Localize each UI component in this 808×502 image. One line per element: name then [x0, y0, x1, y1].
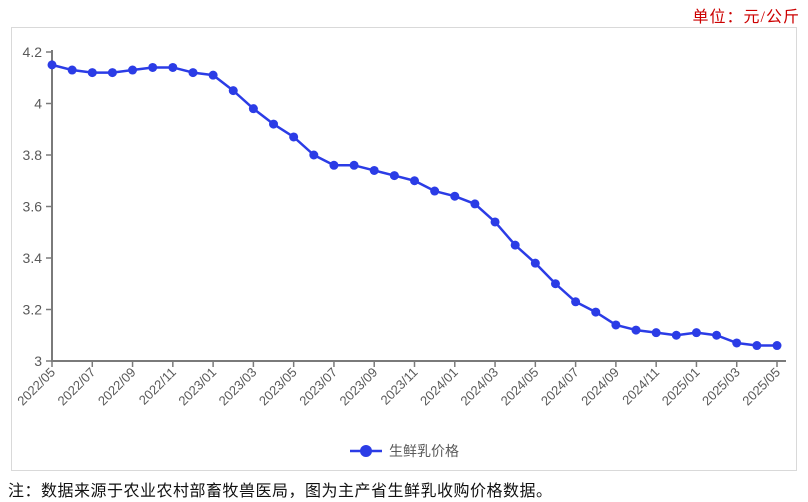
unit-label: 单位：元/公斤: [692, 9, 800, 26]
legend-label: 生鲜乳价格: [389, 443, 459, 459]
price-line-chart: 4.243.83.63.43.232022/052022/072022/0920…: [14, 44, 786, 409]
data-point[interactable]: 2023/12 3.66: [430, 186, 440, 196]
x-tick-label: 2023/09: [337, 365, 381, 409]
source-note: 注：数据来源于农业农村部畜牧兽医局，图为主产省生鲜乳收购价格数据。: [8, 483, 553, 500]
data-point[interactable]: 2023/07 3.76: [329, 160, 339, 170]
data-point[interactable]: 2022/11 4.14: [168, 62, 178, 72]
x-tick-label: 2023/11: [377, 365, 420, 408]
x-tick-label: 2025/05: [739, 365, 783, 409]
x-tick-label: 2023/05: [256, 365, 300, 409]
x-tick-label: 2023/03: [216, 365, 260, 409]
x-tick-label: 2022/11: [136, 365, 179, 408]
y-tick-label: 3.6: [23, 199, 43, 215]
legend[interactable]: 生鲜乳价格: [12, 441, 796, 461]
y-tick-label: 4: [34, 96, 42, 112]
data-point[interactable]: 2022/09 4.13: [128, 65, 138, 75]
x-tick-label: 2024/07: [538, 365, 582, 409]
x-tick-label: 2024/03: [457, 365, 501, 409]
data-point[interactable]: 2024/03 3.54: [490, 217, 500, 227]
data-point[interactable]: 2022/08 4.12: [107, 68, 117, 78]
data-point[interactable]: 2025/03 3.07: [732, 338, 742, 348]
x-tick-label: 2023/01: [175, 365, 219, 409]
y-tick-label: 4.2: [23, 44, 43, 60]
data-point[interactable]: 2023/06 3.80: [309, 150, 319, 160]
data-point[interactable]: 2023/01 4.11: [208, 70, 218, 80]
data-point[interactable]: 2024/06 3.30: [550, 279, 560, 289]
chart-area: 4.2 4 3.8 3.6 3.4 3.2 3 2022/05 2022/07 2022/09 20…: [11, 27, 797, 471]
data-point[interactable]: 2024/01 3.64: [450, 191, 460, 201]
data-point[interactable]: 2023/10 3.72: [389, 171, 399, 181]
data-point[interactable]: 2024/08 3.19: [591, 307, 601, 317]
data-point[interactable]: 2025/02 3.10: [712, 330, 722, 340]
data-point[interactable]: 2023/02 4.05: [228, 86, 238, 96]
x-tick-label: 2024/09: [578, 365, 622, 409]
data-point[interactable]: 2022/07 4.12: [87, 68, 97, 78]
data-point[interactable]: 2024/05 3.38: [530, 258, 540, 268]
price-line: [51, 63, 777, 347]
x-tick-label: 2024/05: [498, 365, 542, 409]
x-tick-label: 2024/11: [619, 365, 662, 408]
data-point[interactable]: 2023/03 3.98: [248, 104, 258, 114]
data-point[interactable]: 2024/09 3.14: [611, 320, 621, 330]
x-tick-label: 2022/05: [14, 365, 58, 409]
data-point[interactable]: 2024/07 3.23: [571, 297, 581, 307]
data-point[interactable]: 2024/04 3.45: [510, 240, 520, 250]
data-point[interactable]: 2023/09 3.74: [369, 165, 379, 175]
y-tick-label: 3.2: [23, 302, 43, 318]
data-point[interactable]: 2023/08 3.76: [349, 160, 359, 170]
data-point[interactable]: 2024/11 3.11: [651, 328, 661, 338]
x-tick-label: 2024/01: [417, 365, 461, 409]
data-point[interactable]: 2023/11 3.70: [410, 176, 419, 186]
x-tick-label: 2022/07: [55, 365, 99, 409]
y-tick-label: 3.4: [23, 250, 43, 266]
data-point[interactable]: 2025/05 3.06: [772, 341, 782, 351]
y-tick-label: 3.8: [23, 147, 43, 163]
data-point[interactable]: 2024/12 3.10: [671, 330, 681, 340]
data-point[interactable]: 2022/06 4.13: [67, 65, 77, 75]
data-point[interactable]: 2024/10 3.12: [631, 325, 641, 335]
data-point[interactable]: 2025/04 3.06: [752, 341, 762, 351]
x-tick-label: 2023/07: [296, 365, 340, 409]
x-tick-label: 2025/03: [699, 365, 743, 409]
data-point[interactable]: 2023/04 3.92: [269, 119, 279, 129]
x-tick-label: 2025/01: [659, 365, 703, 409]
x-tick-label: 2022/09: [95, 365, 139, 409]
data-point[interactable]: 2025/01 3.11: [691, 328, 701, 338]
data-point[interactable]: 2024/02 3.61: [470, 199, 480, 209]
data-point[interactable]: 2022/10 4.14: [148, 62, 158, 72]
y-tick-label: 3: [34, 353, 42, 369]
data-point[interactable]: 2023/05 3.87: [289, 132, 299, 142]
data-point[interactable]: 2022/05 4.15: [47, 60, 57, 70]
data-point[interactable]: 2022/12 4.12: [188, 68, 198, 78]
legend-marker-icon: [350, 445, 382, 457]
